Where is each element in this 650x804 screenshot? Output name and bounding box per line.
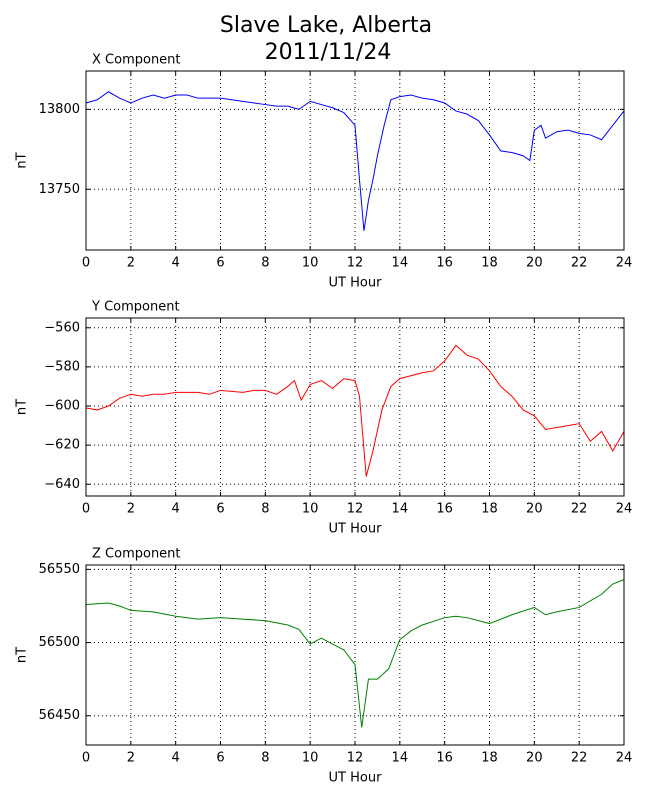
x-axis-label: UT Hour [329, 522, 383, 537]
x-tick-label: 16 [436, 751, 453, 766]
x-tick-label: 24 [616, 502, 633, 517]
x-tick-label: 24 [616, 256, 633, 271]
x-tick-label: 12 [347, 502, 364, 517]
y-axis-label: nT [15, 399, 30, 415]
x-tick-label: 4 [172, 751, 180, 766]
x-tick-label: 10 [302, 256, 319, 271]
x-tick-label: 16 [436, 502, 453, 517]
x-tick-label: 16 [436, 256, 453, 271]
y-tick-label: 13750 [39, 182, 80, 197]
figure-subtitle: 2011/11/24 [265, 40, 392, 65]
panel-title: Y Component [91, 300, 180, 315]
x-tick-label: 18 [481, 256, 498, 271]
y-tick-label: 56450 [39, 708, 80, 723]
y-tick-label: −580 [44, 359, 80, 374]
y-tick-label: 56550 [39, 562, 80, 577]
x-tick-label: 8 [261, 256, 269, 271]
x-tick-label: 4 [172, 502, 180, 517]
x-tick-label: 12 [347, 751, 364, 766]
y-axis-label: nT [15, 152, 30, 168]
x-tick-label: 20 [526, 502, 543, 517]
x-axis-label: UT Hour [329, 276, 383, 291]
plot-frame [85, 317, 625, 497]
x-tick-label: 0 [82, 256, 90, 271]
x-tick-label: 14 [392, 256, 409, 271]
x-tick-label: 10 [302, 502, 319, 517]
x-tick-label: 2 [127, 256, 135, 271]
x-tick-label: 14 [392, 751, 409, 766]
y-tick-label: −640 [44, 477, 80, 492]
x-axis-label: UT Hour [329, 771, 383, 786]
x-tick-label: 22 [571, 502, 588, 517]
x-tick-label: 18 [481, 751, 498, 766]
panel-title: X Component [92, 53, 181, 68]
x-tick-label: 18 [481, 502, 498, 517]
x-tick-label: 20 [526, 751, 543, 766]
x-tick-label: 22 [571, 751, 588, 766]
x-tick-label: 0 [82, 751, 90, 766]
x-tick-label: 2 [127, 502, 135, 517]
y-tick-label: −600 [44, 399, 80, 414]
x-tick-label: 6 [216, 256, 224, 271]
y-axis-label: nT [15, 647, 30, 663]
x-tick-label: 20 [526, 256, 543, 271]
figure-title: Slave Lake, Alberta [220, 13, 432, 38]
data-line [85, 579, 625, 728]
y-tick-label: −620 [44, 438, 80, 453]
x-tick-label: 6 [216, 751, 224, 766]
x-tick-label: 2 [127, 751, 135, 766]
x-tick-label: 8 [261, 751, 269, 766]
x-tick-label: 6 [216, 502, 224, 517]
y-tick-label: 13800 [39, 102, 80, 117]
y-tick-label: 56500 [39, 635, 80, 650]
data-line [85, 91, 625, 231]
y-tick-label: −560 [44, 320, 80, 335]
x-tick-label: 8 [261, 502, 269, 517]
x-tick-label: 0 [82, 502, 90, 517]
x-tick-label: 12 [347, 256, 364, 271]
x-tick-label: 10 [302, 751, 319, 766]
data-line [85, 344, 625, 477]
x-tick-label: 24 [616, 751, 633, 766]
plot-frame [85, 564, 625, 746]
panel-title: Z Component [92, 547, 181, 562]
x-tick-label: 22 [571, 256, 588, 271]
plot-frame [85, 70, 625, 251]
x-tick-label: 4 [172, 256, 180, 271]
x-tick-label: 14 [392, 502, 409, 517]
